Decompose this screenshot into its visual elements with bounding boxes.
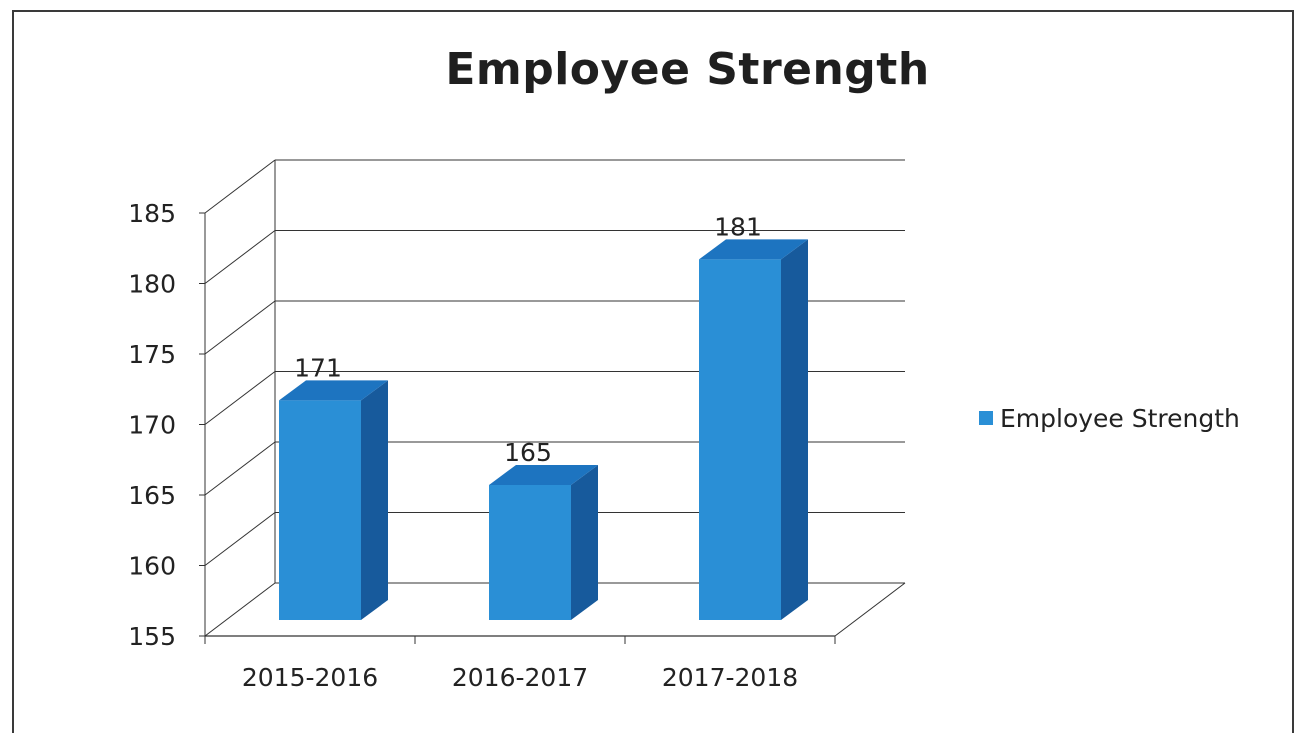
gridline-diagonal	[204, 512, 276, 566]
gridline-diagonal	[204, 159, 276, 214]
bar-top	[489, 465, 598, 485]
bar-top	[699, 239, 808, 260]
bar-front	[489, 485, 571, 620]
bar-side	[571, 465, 598, 620]
y-tick-label: 165	[128, 481, 176, 510]
bar-layer	[279, 239, 808, 620]
y-tick-label: 155	[128, 622, 176, 651]
gridline-diagonal	[204, 441, 276, 496]
data-label: 165	[504, 438, 552, 467]
floor-right-edge	[834, 582, 906, 637]
y-tick-label: 160	[128, 552, 176, 581]
bar	[699, 239, 808, 620]
legend-swatch	[979, 411, 993, 425]
gridline-diagonal	[204, 230, 276, 284]
gridline-diagonal	[204, 582, 276, 637]
y-tick-label: 185	[128, 199, 176, 228]
bar-side	[361, 380, 388, 620]
y-tick-label: 180	[128, 270, 176, 299]
gridline-diagonal	[204, 300, 276, 355]
bar-front	[699, 259, 781, 620]
x-tick-label: 2016-2017	[452, 663, 588, 692]
chart-title: Employee Strength	[445, 44, 930, 95]
bar-side	[781, 239, 808, 620]
legend-label: Employee Strength	[1000, 404, 1240, 433]
bar	[489, 465, 598, 620]
y-tick-label: 175	[128, 340, 176, 369]
gridline-diagonal	[204, 371, 276, 425]
bar-top	[279, 380, 388, 401]
y-tick-label: 170	[128, 411, 176, 440]
legend: Employee Strength	[979, 404, 1240, 433]
data-label: 171	[294, 353, 342, 382]
label-layer: 155 160 165 170 175 180 185 171 2015-2016 165 2016…	[128, 199, 798, 692]
x-tick-label: 2017-2018	[662, 663, 798, 692]
data-label: 181	[714, 212, 762, 241]
x-tick-label: 2015-2016	[242, 663, 378, 692]
bar	[279, 380, 388, 620]
bar-front	[279, 400, 361, 620]
